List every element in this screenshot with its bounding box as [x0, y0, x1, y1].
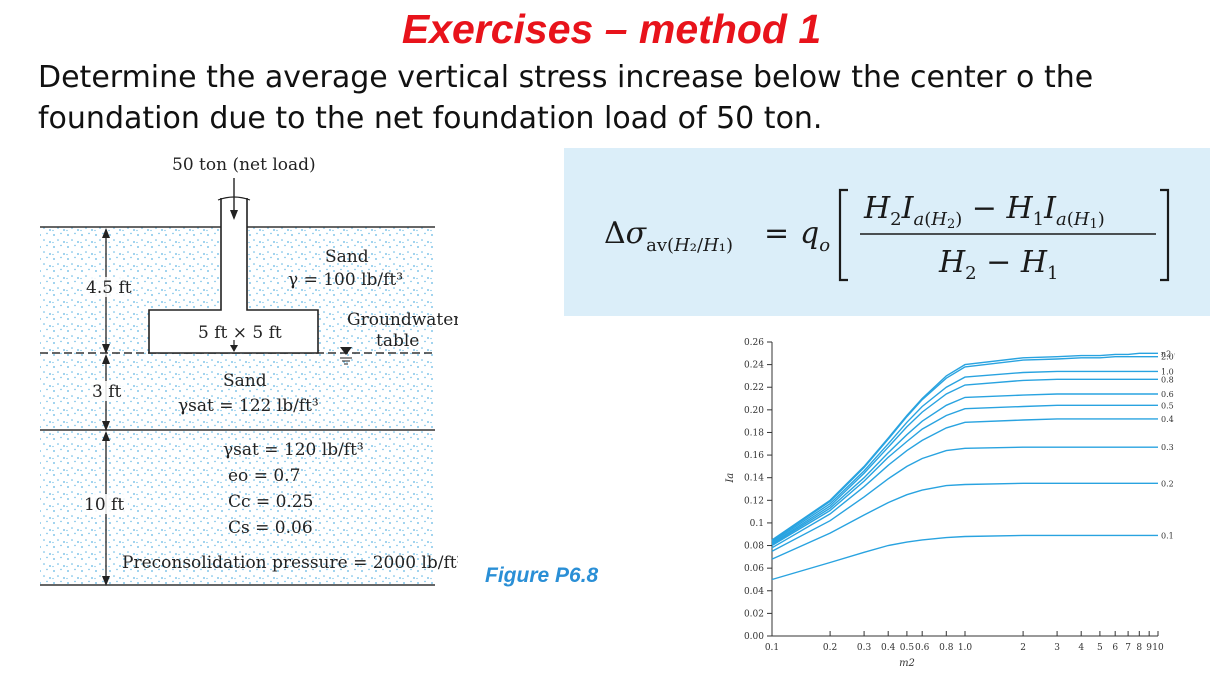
series-line-7 [771, 446, 1158, 552]
series-line-4 [771, 393, 1158, 545]
y-tick-label: 0.16 [744, 451, 764, 461]
problem-statement: Determine the average vertical stress in… [38, 57, 1138, 139]
x-axis-label: m2 [899, 658, 915, 669]
problem-line-1: Determine the average vertical stress in… [38, 60, 1094, 95]
y-axis-label: Ia [725, 473, 736, 484]
x-tick-label: 0.2 [823, 643, 837, 653]
series-label-0: n2 = ∞ [1161, 349, 1175, 358]
average-stress-formula: Δσav(H₂/H₁) = qo H2Ia(H2) − H1Ia(H1) H2 … [604, 188, 1170, 284]
series-label-1: 2.0 [1161, 353, 1174, 362]
slide-title: Exercises – method 1 [401, 6, 822, 52]
y-tick-label: 0.22 [744, 383, 764, 393]
clay-unit-weight: γsat = 120 lb/ft³ [223, 440, 364, 460]
x-tick-label: 0.6 [915, 643, 930, 653]
svg-text:qo: qo [800, 216, 830, 256]
y-tick-label: 0.24 [744, 361, 764, 371]
load-label: 50 ton (net load) [172, 155, 316, 175]
x-tick-label: 7 [1125, 643, 1131, 653]
y-tick-label: 0.14 [744, 474, 764, 484]
water-table-symbol [340, 347, 352, 365]
depth-label-2: 3 ft [92, 382, 122, 402]
series-line-3 [771, 378, 1158, 544]
y-tick-label: 0.06 [744, 564, 764, 574]
problem-line-2: foundation due to the net foundation loa… [38, 101, 823, 136]
sand-top-name: Sand [325, 247, 369, 267]
series-label-8: 0.2 [1161, 479, 1174, 488]
clay-swell-index: Cs = 0.06 [228, 518, 313, 538]
footing-size-label: 5 ft × 5 ft [198, 323, 282, 343]
depth-label-1: 4.5 ft [86, 278, 132, 298]
series-label-5: 0.5 [1161, 401, 1174, 410]
x-tick-label: 2 [1020, 643, 1026, 653]
series-label-6: 0.4 [1161, 415, 1174, 424]
y-tick-label: 0.26 [744, 338, 764, 348]
y-tick-label: 0.1 [750, 519, 764, 529]
series-line-9 [771, 534, 1158, 581]
svg-text:H2Ia(H2) − H1Ia(H1): H2Ia(H2) − H1Ia(H1) [863, 191, 1105, 232]
x-tick-label: 1.0 [958, 643, 973, 653]
x-tick-label: 6 [1112, 643, 1118, 653]
x-tick-label: 5 [1097, 643, 1103, 653]
sand-mid-name: Sand [223, 371, 267, 391]
x-tick-label: 9 [1146, 643, 1152, 653]
x-tick-label: 3 [1054, 643, 1060, 653]
preconsolidation-label: Preconsolidation pressure = 2000 lb/ft² [122, 553, 458, 573]
x-tick-label: 4 [1078, 643, 1084, 653]
series-line-5 [771, 404, 1158, 547]
x-tick-label: 0.5 [900, 643, 915, 653]
series-line-0 [771, 352, 1158, 541]
y-tick-label: 0.08 [744, 542, 764, 552]
groundwater-label-2: table [376, 331, 419, 351]
x-tick-label: 10 [1152, 643, 1164, 653]
series-line-8 [771, 482, 1158, 560]
x-tick-label: 0.4 [881, 643, 896, 653]
x-tick-label: 0.3 [857, 643, 872, 653]
figure-caption: Figure P6.8 [485, 564, 599, 587]
series-label-4: 0.6 [1161, 390, 1174, 399]
sand-mid-unit-weight: γsat = 122 lb/ft³ [178, 396, 319, 416]
clay-compression-index: Cc = 0.25 [228, 492, 313, 512]
svg-text:=: = [764, 216, 789, 251]
soil-profile-figure: 50 ton (net load) Sand γ = 100 lb/ft³ 5 … [40, 155, 458, 586]
x-tick-label: 0.8 [939, 643, 954, 653]
foundation-footing [148, 198, 319, 354]
sand-top-unit-weight: γ = 100 lb/ft³ [288, 270, 403, 290]
series-line-2 [771, 370, 1158, 543]
y-tick-label: 0.18 [744, 428, 764, 438]
series-line-6 [771, 418, 1158, 549]
y-tick-label: 0.04 [744, 587, 764, 597]
y-tick-label: 0.00 [744, 632, 764, 642]
svg-text:Δσav(H₂/H₁): Δσav(H₂/H₁) [604, 216, 733, 256]
ia-vs-m2-chart: 0.000.020.040.060.080.10.120.140.160.180… [725, 338, 1175, 669]
x-tick-label: 8 [1136, 643, 1142, 653]
x-tick-label: 0.1 [765, 643, 779, 653]
series-label-9: 0.1 [1161, 531, 1174, 540]
y-tick-label: 0.20 [744, 406, 764, 416]
series-label-7: 0.3 [1161, 443, 1174, 452]
series-label-2: 1.0 [1161, 367, 1174, 376]
y-tick-label: 0.02 [744, 609, 764, 619]
series-label-3: 0.8 [1161, 375, 1174, 384]
depth-label-3: 10 ft [84, 495, 124, 515]
y-tick-label: 0.12 [744, 496, 764, 506]
clay-void-ratio: eo = 0.7 [228, 466, 300, 486]
groundwater-label: Groundwater [347, 310, 458, 330]
series-line-1 [771, 356, 1158, 542]
formula-box: Δσav(H₂/H₁) = qo H2Ia(H2) − H1Ia(H1) H2 … [564, 148, 1210, 316]
svg-text:H2 − H1: H2 − H1 [938, 245, 1058, 284]
